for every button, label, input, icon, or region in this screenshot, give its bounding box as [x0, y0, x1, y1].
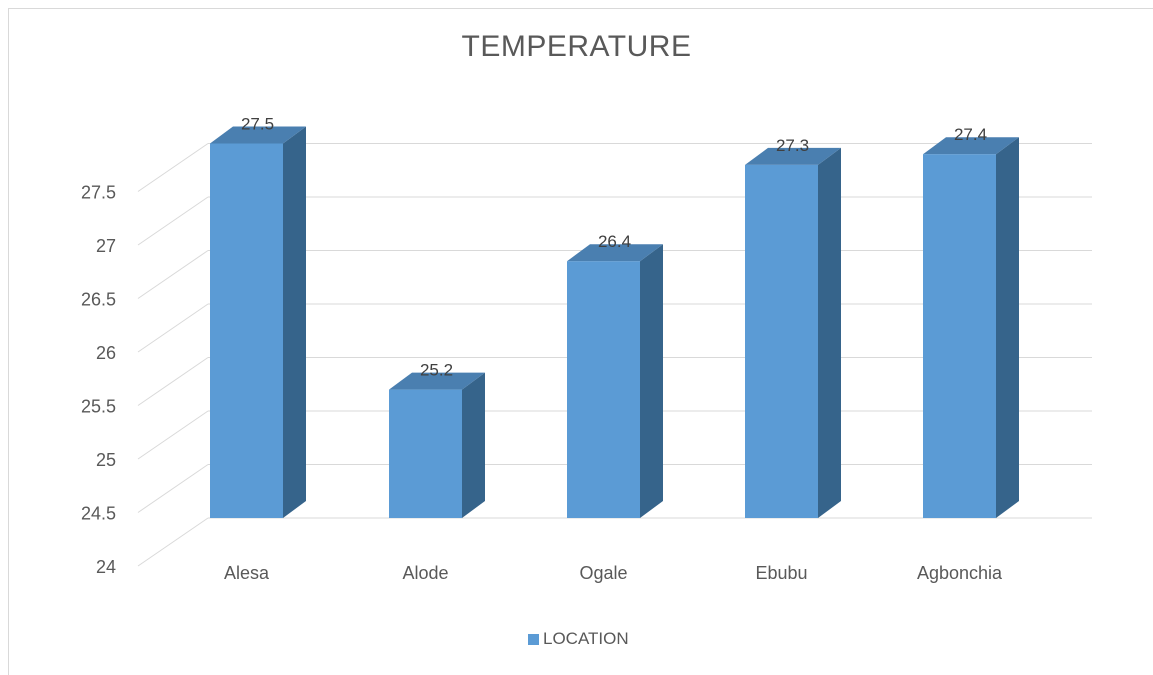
gridline-side [137, 464, 209, 513]
bar-side [996, 137, 1019, 518]
y-tick-label: 25 [96, 450, 116, 470]
bar [210, 143, 283, 518]
chart-title: TEMPERATURE [461, 30, 692, 63]
data-label: 25.2 [420, 361, 453, 380]
legend-swatch [528, 633, 539, 645]
y-tick-label: 24.5 [81, 504, 116, 524]
bar-side [283, 126, 306, 518]
x-category-label: Ebubu [755, 563, 807, 583]
data-label: 27.4 [954, 125, 987, 144]
legend: LOCATION [528, 629, 629, 649]
gridline-side [137, 303, 209, 353]
bar-side [462, 372, 485, 518]
data-label: 27.5 [241, 115, 274, 134]
y-axis-ticks: 24 24.5 25 25.5 26 26.5 27 27.5 [81, 183, 116, 578]
legend-label: LOCATION [543, 629, 629, 648]
bars [210, 126, 1019, 518]
bar [567, 261, 640, 518]
y-tick-label: 27 [96, 236, 116, 256]
gridline-side [137, 517, 209, 567]
bar-top [210, 126, 306, 144]
x-category-label: Agbonchia [917, 563, 1003, 583]
bar-top [923, 137, 1019, 155]
bar-side [818, 147, 841, 518]
y-tick-label: 27.5 [81, 183, 116, 203]
gridline-side [137, 196, 209, 246]
gridline-side [137, 410, 209, 460]
gridline-side [137, 143, 209, 192]
data-label: 26.4 [598, 232, 631, 251]
x-category-label: Alesa [224, 563, 270, 583]
y-tick-label: 24 [96, 557, 116, 577]
bar [923, 154, 996, 518]
bar-side [640, 244, 663, 518]
bar-top [567, 244, 663, 262]
x-category-label: Alode [402, 563, 448, 583]
data-label: 27.3 [776, 136, 809, 155]
gridline-side [137, 250, 209, 299]
bar-top [745, 147, 841, 165]
x-category-label: Ogale [579, 563, 627, 583]
gridline-side [137, 357, 209, 406]
x-axis-categories: Alesa Alode Ogale Ebubu Agbonchia [224, 563, 1003, 583]
bar-top [389, 372, 485, 390]
y-tick-label: 26.5 [81, 290, 116, 310]
data-labels: 27.5 25.2 26.4 27.3 27.4 [241, 115, 987, 380]
bar [745, 164, 818, 518]
bar [389, 389, 462, 518]
y-tick-label: 26 [96, 343, 116, 363]
y-tick-label: 25.5 [81, 397, 116, 417]
